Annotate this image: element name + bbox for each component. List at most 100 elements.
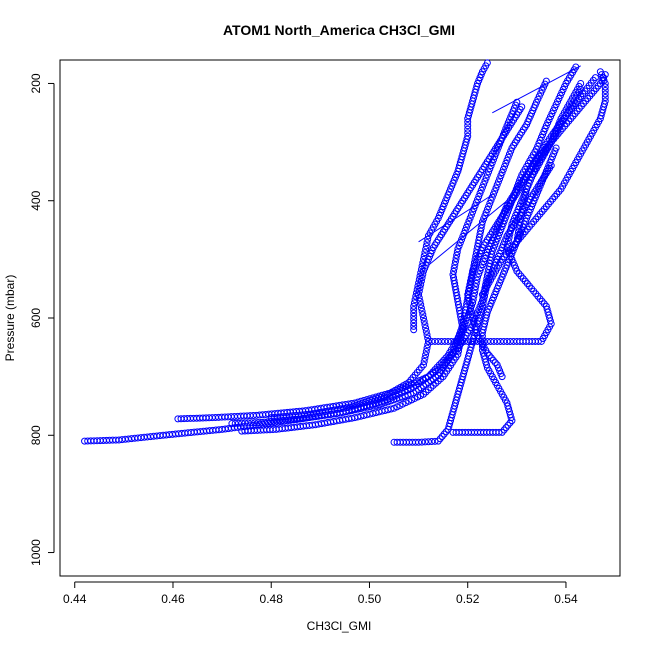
data-point [481, 254, 489, 262]
data-point [461, 226, 469, 234]
data-point [244, 419, 252, 427]
data-point [464, 118, 472, 126]
data-point [493, 361, 501, 369]
data-point [520, 198, 528, 206]
data-point [429, 368, 437, 376]
data-point [423, 331, 431, 339]
data-point [477, 264, 485, 272]
data-point [543, 305, 551, 313]
data-point [420, 255, 428, 263]
data-point [503, 337, 511, 345]
connector-line [428, 200, 508, 266]
data-point [464, 220, 472, 228]
data-point [478, 302, 486, 310]
data-point [519, 202, 527, 210]
data-point [492, 184, 500, 192]
data-point [502, 424, 510, 432]
data-point [500, 337, 508, 345]
data-point [518, 205, 526, 213]
data-point [411, 296, 419, 304]
data-point [346, 403, 354, 411]
data-point [440, 430, 448, 438]
data-point [416, 272, 424, 280]
data-point [504, 237, 512, 245]
data-point [492, 149, 500, 157]
data-point [516, 218, 524, 226]
data-point [482, 251, 490, 259]
data-point [421, 438, 429, 446]
data-point [466, 214, 474, 222]
x-tick-label: 0.46 [161, 592, 185, 606]
data-point [467, 277, 475, 285]
x-axis-label: CH3Cl_GMI [307, 619, 372, 633]
data-point [463, 135, 471, 143]
data-point [482, 209, 490, 217]
data-point [600, 100, 608, 108]
data-point [469, 208, 477, 216]
data-point [460, 337, 468, 345]
data-point [431, 366, 439, 374]
data-point [428, 337, 436, 345]
data-point [420, 314, 428, 322]
data-point [475, 192, 483, 200]
data-point [349, 402, 357, 410]
plot-frame [59, 59, 621, 577]
data-point [505, 234, 513, 242]
data-point [424, 438, 432, 446]
y-tick-label: 800 [29, 425, 43, 445]
data-point [467, 274, 475, 282]
data-point [418, 438, 426, 446]
data-point [438, 337, 446, 345]
data-point [485, 202, 493, 210]
data-point [518, 103, 526, 111]
data-point [238, 419, 246, 427]
data-point [487, 196, 495, 204]
data-point [455, 347, 463, 355]
data-point [491, 187, 499, 195]
data-point [434, 437, 442, 445]
data-point [431, 337, 439, 345]
data-point [422, 351, 430, 359]
data-point [487, 337, 495, 345]
data-point [480, 258, 488, 266]
data-point [542, 77, 550, 85]
data-point [504, 421, 512, 429]
data-point [552, 144, 560, 152]
data-point [361, 398, 369, 406]
data-point [449, 271, 457, 279]
data-point [470, 205, 478, 213]
y-tick-label: 1000 [29, 539, 43, 566]
data-point [480, 180, 488, 188]
data-point [476, 267, 484, 275]
data-point [418, 307, 426, 315]
data-point [577, 79, 585, 87]
data-point [466, 280, 474, 288]
data-point [468, 270, 476, 278]
data-point [502, 159, 510, 167]
data-point [450, 267, 458, 275]
data-point [472, 199, 480, 207]
data-point [464, 337, 472, 345]
data-point [417, 269, 425, 277]
data-point [419, 311, 427, 319]
data-point [513, 98, 521, 106]
data-point [352, 401, 360, 409]
data-point [231, 419, 239, 427]
data-point [421, 249, 429, 257]
data-point [453, 251, 461, 259]
data-point [517, 215, 525, 223]
data-point [480, 215, 488, 223]
data-point [464, 294, 472, 302]
data-point [420, 358, 428, 366]
data-point [358, 399, 366, 407]
data-point [422, 324, 430, 332]
data-point [490, 190, 498, 198]
data-point [464, 125, 472, 133]
data-point [601, 86, 609, 94]
data-point [410, 302, 418, 310]
data-point [458, 236, 466, 244]
data-point [485, 168, 493, 176]
data-point [518, 208, 526, 216]
data-point [465, 217, 473, 225]
data-point [415, 279, 423, 287]
